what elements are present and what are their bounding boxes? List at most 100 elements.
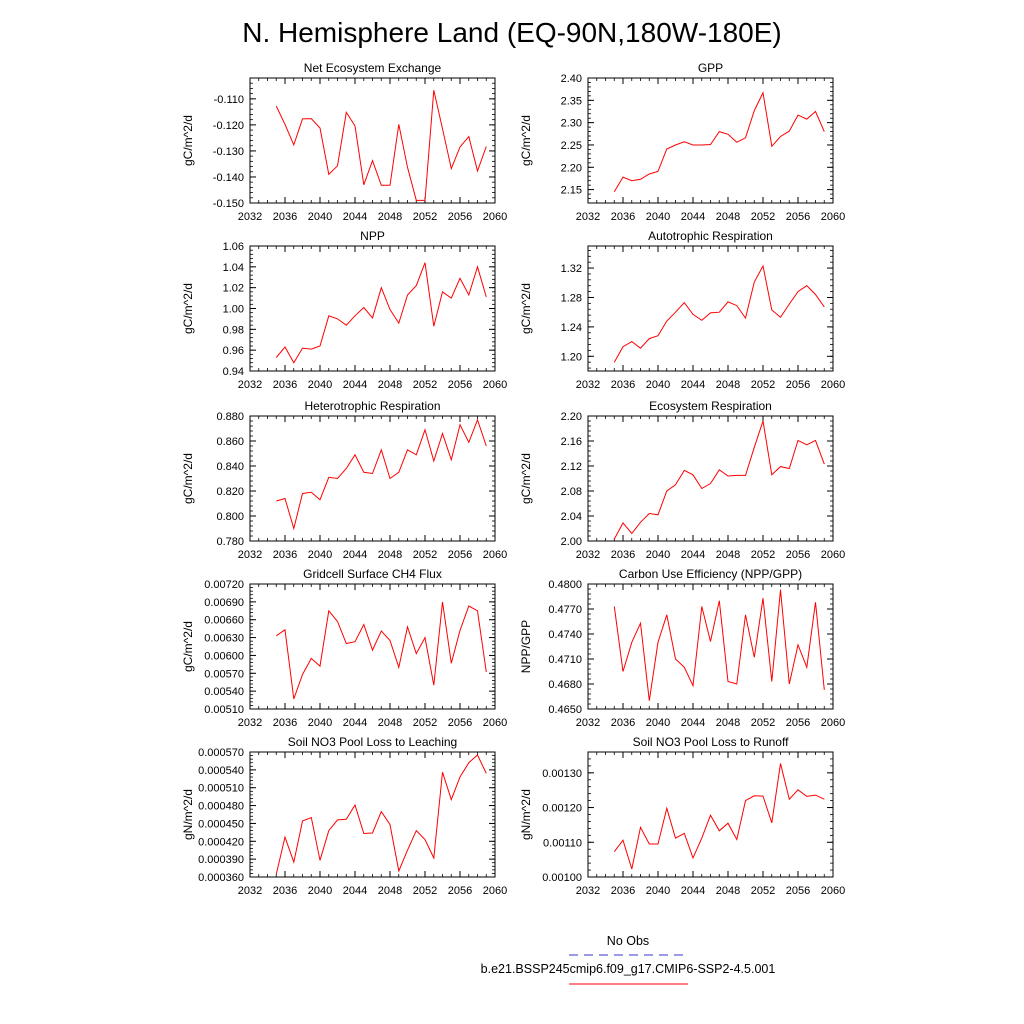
y-tick-label: 2.40	[561, 73, 582, 85]
x-tick-label: 2060	[821, 885, 845, 897]
x-tick-label: 2048	[716, 885, 740, 897]
y-tick-label: 1.04	[223, 262, 244, 274]
plot-frame	[587, 245, 834, 372]
y-tick-label: 0.00110	[543, 837, 582, 849]
y-tick-label: 0.00630	[204, 633, 244, 645]
y-tick-label: 0.780	[216, 536, 244, 548]
y-axis-label: gC/m^2/d	[181, 283, 195, 334]
panel-carbon-use-efficiency-npp-gpp: Carbon Use Efficiency (NPP/GPP) NPP/GPP 20…	[519, 567, 845, 729]
y-tick-label: 0.000510	[198, 783, 244, 795]
x-tick-label: 2052	[751, 211, 775, 223]
x-tick-label: 2040	[646, 549, 670, 561]
y-axis-label: gN/m^2/d	[519, 789, 533, 840]
y-tick-label: 2.12	[561, 461, 582, 473]
x-tick-label: 2048	[716, 211, 740, 223]
x-tick-label: 2040	[308, 885, 332, 897]
y-tick-label: 2.25	[561, 140, 582, 152]
panel-title: Autotrophic Respiration	[648, 229, 773, 243]
x-tick-label: 2044	[681, 885, 705, 897]
x-tick-label: 2036	[273, 549, 297, 561]
x-tick-label: 2060	[483, 885, 507, 897]
panel-title: Net Ecosystem Exchange	[304, 61, 442, 75]
plot-frame	[249, 77, 496, 204]
x-tick-label: 2060	[821, 717, 845, 729]
x-tick-label: 2060	[483, 717, 507, 729]
x-tick-label: 2036	[611, 885, 635, 897]
y-tick-label: 0.00720	[204, 579, 244, 591]
y-tick-label: 0.800	[216, 511, 244, 523]
y-tick-label: 2.04	[561, 511, 582, 523]
x-tick-label: 2040	[646, 211, 670, 223]
x-tick-label: 2032	[576, 379, 600, 391]
x-tick-label: 2044	[343, 717, 367, 729]
y-tick-label: 0.4710	[548, 654, 582, 666]
y-axis-label: gC/m^2/d	[519, 115, 533, 166]
y-tick-label: 0.000360	[198, 872, 244, 884]
series-line	[275, 754, 487, 875]
y-axis-label: gN/m^2/d	[181, 789, 195, 840]
y-tick-label: 0.820	[216, 486, 244, 498]
x-tick-label: 2060	[821, 211, 845, 223]
y-axis-label: gC/m^2/d	[181, 621, 195, 672]
y-axis-label: NPP/GPP	[519, 620, 533, 673]
x-tick-label: 2032	[238, 885, 262, 897]
x-tick-label: 2048	[378, 379, 402, 391]
x-tick-label: 2048	[716, 717, 740, 729]
y-tick-label: 0.00690	[204, 597, 244, 609]
panel-soil-no3-pool-loss-to-runoff: Soil NO3 Pool Loss to Runoff gN/m^2/d 2032…	[519, 735, 845, 897]
x-tick-label: 2032	[576, 549, 600, 561]
y-tick-label: 0.860	[216, 436, 244, 448]
panel-grid: Net Ecosystem Exchange gC/m^2/d 2032 2036 20…	[181, 61, 845, 897]
x-tick-label: 2044	[681, 717, 705, 729]
y-tick-label: 0.000390	[198, 854, 244, 866]
y-tick-label: 1.02	[223, 283, 244, 295]
y-tick-label: 1.06	[223, 241, 244, 253]
x-tick-label: 2036	[273, 885, 297, 897]
panel-ecosystem-respiration: Ecosystem Respiration gC/m^2/d 2032 2036 204…	[519, 399, 845, 561]
x-tick-label: 2056	[448, 717, 472, 729]
y-tick-label: 1.32	[561, 263, 582, 275]
panel-title: NPP	[360, 229, 385, 243]
plot-frame	[587, 751, 834, 878]
x-tick-label: 2032	[238, 379, 262, 391]
x-tick-label: 2048	[716, 549, 740, 561]
x-tick-label: 2060	[821, 549, 845, 561]
panel-title: Carbon Use Efficiency (NPP/GPP)	[619, 567, 802, 581]
legend: No Obs b.e21.BSSP245cmip6.f09_g17.CMIP6-…	[481, 934, 776, 985]
panel-heterotrophic-respiration: Heterotrophic Respiration gC/m^2/d 2032 203…	[181, 399, 507, 561]
panel-title: Heterotrophic Respiration	[304, 399, 440, 413]
x-tick-label: 2060	[483, 549, 507, 561]
y-tick-label: 0.4650	[548, 704, 582, 716]
y-tick-label: 1.00	[223, 304, 244, 316]
x-tick-label: 2048	[716, 379, 740, 391]
x-tick-label: 2044	[681, 549, 705, 561]
panel-soil-no3-pool-loss-to-leaching: Soil NO3 Pool Loss to Leaching gN/m^2/d 20…	[181, 735, 507, 897]
x-tick-label: 2032	[238, 549, 262, 561]
y-tick-label: 0.00540	[204, 686, 244, 698]
y-tick-label: 2.20	[561, 162, 582, 174]
x-tick-label: 2056	[786, 211, 810, 223]
y-tick-label: 2.20	[561, 411, 582, 423]
series-line	[613, 589, 825, 701]
y-tick-label: 0.00510	[204, 704, 244, 716]
legend-model-label: b.e21.BSSP245cmip6.f09_g17.CMIP6-SSP2-4.…	[481, 962, 776, 976]
y-tick-label: 2.00	[561, 536, 582, 548]
panel-title: Gridcell Surface CH4 Flux	[303, 567, 442, 581]
series-line	[613, 91, 825, 193]
x-tick-label: 2032	[576, 211, 600, 223]
figure-title: N. Hemisphere Land (EQ-90N,180W-180E)	[242, 17, 782, 48]
y-axis-label: gC/m^2/d	[519, 453, 533, 504]
y-tick-label: 2.16	[561, 436, 582, 448]
x-tick-label: 2032	[238, 211, 262, 223]
plot-frame	[249, 751, 496, 878]
x-tick-label: 2052	[413, 885, 437, 897]
x-tick-label: 2044	[343, 379, 367, 391]
y-tick-label: 0.00130	[542, 768, 582, 780]
panel-title: Ecosystem Respiration	[649, 399, 772, 413]
x-tick-label: 2036	[611, 211, 635, 223]
y-axis-label: gC/m^2/d	[181, 115, 195, 166]
x-tick-label: 2056	[786, 549, 810, 561]
y-tick-label: 0.98	[223, 324, 244, 336]
x-tick-label: 2040	[308, 717, 332, 729]
